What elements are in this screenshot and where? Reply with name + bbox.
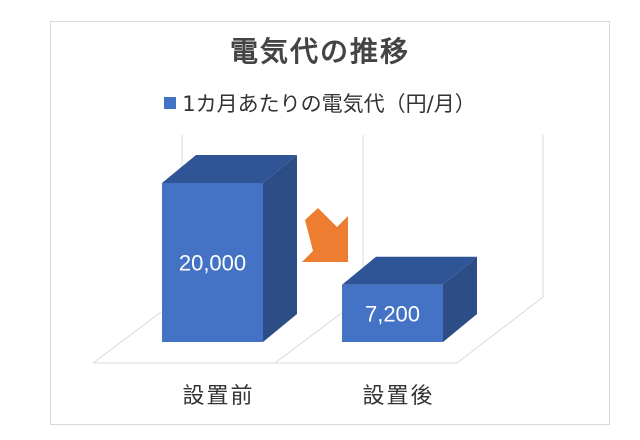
floor-edge — [93, 296, 544, 364]
x-tick-label: 設置前 — [182, 384, 255, 409]
legend-label: 1カ月あたりの電気代（円/月） — [182, 92, 476, 116]
bar-side — [263, 155, 297, 342]
floor-divider — [274, 311, 344, 364]
bar — [162, 183, 263, 342]
bar-side — [443, 256, 477, 342]
floor-edge — [92, 311, 162, 364]
legend-swatch — [164, 97, 177, 109]
data-label: 20,000 — [179, 251, 246, 276]
bar-top — [342, 256, 477, 285]
x-tick-label: 設置後 — [362, 384, 435, 409]
chart-title: 電気代の推移 — [229, 35, 410, 68]
arrow-icon — [302, 208, 348, 262]
legend: 1カ月あたりの電気代（円/月） — [0, 88, 640, 118]
bar-top — [162, 155, 297, 183]
chart-frame — [50, 21, 610, 425]
data-label: 7,200 — [365, 301, 420, 326]
bar — [342, 284, 443, 342]
